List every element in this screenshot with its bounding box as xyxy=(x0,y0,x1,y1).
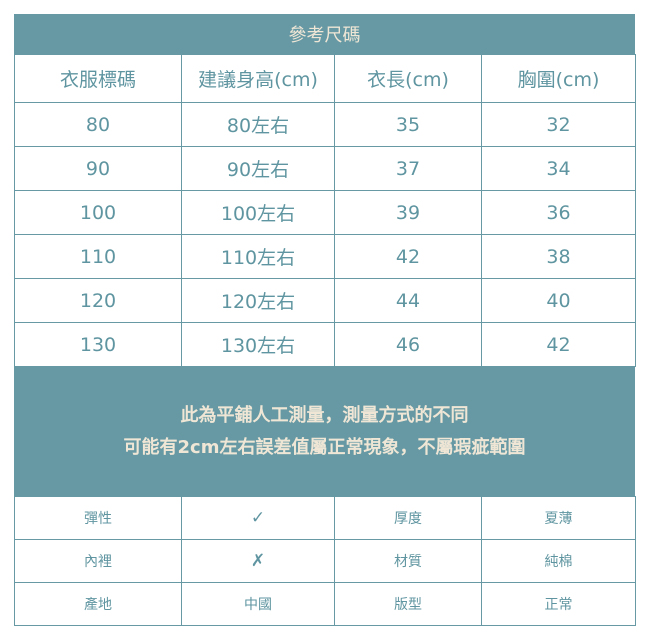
table-cell: 35 xyxy=(334,102,482,147)
table-cell: 46 xyxy=(334,322,482,367)
table-row: 100 100左右 39 36 xyxy=(14,190,636,235)
note-line: 此為平鋪人工測量，測量方式的不同 xyxy=(180,404,469,426)
info-label: 材質 xyxy=(334,539,482,583)
info-label: 彈性 xyxy=(14,496,182,540)
table-cell: 42 xyxy=(481,322,636,367)
chart-title: 參考尺碼 xyxy=(14,14,635,54)
size-chart: 參考尺碼 衣服標碼 建議身高(cm) 衣長(cm) 胸圍(cm) 80 80左右 3… xyxy=(14,14,636,626)
table-cell: 80 xyxy=(14,102,182,147)
table-cell: 40 xyxy=(481,278,636,323)
info-label: 內裡 xyxy=(14,539,182,583)
info-row: 內裡 ✗ 材質 純棉 xyxy=(14,539,636,583)
check-icon: ✓ xyxy=(181,496,335,540)
table-cell: 110左右 xyxy=(181,234,335,279)
note-line: 可能有2cm左右誤差值屬正常現象，不屬瑕疵範圍 xyxy=(123,436,526,458)
table-cell: 39 xyxy=(334,190,482,235)
column-header: 衣服標碼 xyxy=(14,54,182,103)
info-value: 純棉 xyxy=(481,539,636,583)
table-row: 110 110左右 42 38 xyxy=(14,234,636,279)
info-value: 夏薄 xyxy=(481,496,636,540)
info-table: 彈性 ✓ 厚度 夏薄 內裡 ✗ 材質 純棉 產地 中國 版型 正常 xyxy=(14,496,636,626)
table-cell: 80左右 xyxy=(181,102,335,147)
table-cell: 130 xyxy=(14,322,182,367)
table-row: 90 90左右 37 34 xyxy=(14,146,636,191)
table-cell: 44 xyxy=(334,278,482,323)
table-cell: 100 xyxy=(14,190,182,235)
table-cell: 42 xyxy=(334,234,482,279)
column-header: 胸圍(cm) xyxy=(481,54,636,103)
info-label: 版型 xyxy=(334,582,482,626)
table-cell: 34 xyxy=(481,146,636,191)
info-row: 產地 中國 版型 正常 xyxy=(14,582,636,626)
table-cell: 37 xyxy=(334,146,482,191)
column-header: 建議身高(cm) xyxy=(181,54,335,103)
table-cell: 32 xyxy=(481,102,636,147)
table-row: 80 80左右 35 32 xyxy=(14,102,636,147)
table-row: 130 130左右 46 42 xyxy=(14,322,636,367)
table-cell: 130左右 xyxy=(181,322,335,367)
info-value: 正常 xyxy=(481,582,636,626)
header-row: 衣服標碼 建議身高(cm) 衣長(cm) 胸圍(cm) xyxy=(14,54,636,103)
size-table: 衣服標碼 建議身高(cm) 衣長(cm) 胸圍(cm) 80 80左右 35 32 90… xyxy=(14,54,636,367)
column-header: 衣長(cm) xyxy=(334,54,482,103)
table-cell: 36 xyxy=(481,190,636,235)
table-row: 120 120左右 44 40 xyxy=(14,278,636,323)
measurement-note: 此為平鋪人工測量，測量方式的不同 可能有2cm左右誤差值屬正常現象，不屬瑕疵範圍 xyxy=(14,367,635,496)
info-label: 厚度 xyxy=(334,496,482,540)
table-cell: 90左右 xyxy=(181,146,335,191)
cross-icon: ✗ xyxy=(181,539,335,583)
table-cell: 120左右 xyxy=(181,278,335,323)
table-cell: 120 xyxy=(14,278,182,323)
info-row: 彈性 ✓ 厚度 夏薄 xyxy=(14,496,636,540)
info-label: 產地 xyxy=(14,582,182,626)
table-cell: 110 xyxy=(14,234,182,279)
table-cell: 38 xyxy=(481,234,636,279)
info-value: 中國 xyxy=(181,582,335,626)
table-cell: 90 xyxy=(14,146,182,191)
table-cell: 100左右 xyxy=(181,190,335,235)
